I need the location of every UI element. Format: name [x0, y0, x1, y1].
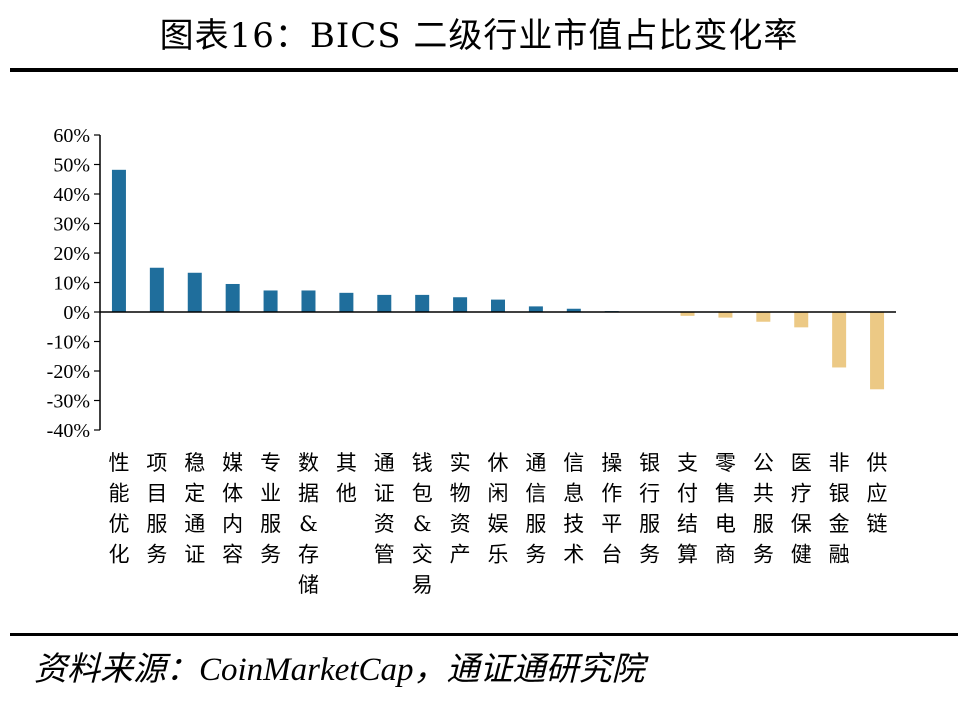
bar	[377, 294, 392, 312]
bar	[832, 312, 847, 368]
y-tick-label: 10%	[53, 273, 90, 295]
x-category-label: 非银金融	[829, 451, 850, 567]
y-tick-label: 0%	[63, 302, 90, 324]
top-rule	[10, 68, 958, 72]
source-note: 资料来源：CoinMarketCap，通证通研究院	[34, 644, 644, 694]
bar	[415, 294, 430, 312]
x-category-label: 操作平台	[601, 451, 622, 567]
x-category-label: 数据&存储	[298, 451, 319, 597]
y-tick-label: 50%	[53, 155, 90, 177]
y-tick-label: 60%	[53, 125, 90, 147]
y-tick-label: 20%	[53, 243, 90, 265]
bar	[187, 272, 202, 312]
x-category-label: 稳定通证	[184, 451, 205, 567]
bar	[263, 290, 278, 312]
bar	[756, 312, 771, 322]
x-category-label: 其他	[336, 451, 357, 506]
chart-title: 图表16：BICS 二级行业市值占比变化率	[159, 16, 799, 56]
x-category-label: 零售电商	[715, 451, 736, 567]
x-category-label: 支付结算	[677, 451, 698, 567]
bar	[149, 267, 164, 312]
bar	[225, 283, 240, 312]
x-category-label: 项目服务	[146, 451, 167, 567]
bars-group	[111, 169, 885, 390]
bar	[680, 312, 695, 316]
x-category-label: 通信服务	[525, 451, 546, 567]
bar	[718, 312, 733, 318]
y-tick-label: -40%	[47, 420, 90, 442]
x-category-label: 信息技术	[563, 451, 584, 567]
bar	[111, 169, 126, 312]
x-category-label: 钱包&交易	[412, 451, 433, 597]
bar	[566, 308, 581, 312]
x-category-label: 医疗保健	[791, 451, 812, 567]
bar	[528, 306, 543, 312]
bar	[491, 299, 505, 312]
x-category-label: 实物资产	[450, 451, 471, 567]
source-label: 资料来源：	[34, 649, 199, 688]
y-tick-label: -20%	[47, 361, 90, 383]
y-tick-label: 40%	[53, 184, 90, 206]
y-tick-label: -10%	[47, 332, 90, 354]
x-category-label: 性能优化	[108, 451, 129, 567]
x-category-labels: 性能优化项目服务稳定通证媒体内容专业服务数据&存储其他通证资管钱包&交易实物资产…	[108, 451, 887, 597]
y-tick-label: 30%	[53, 214, 90, 236]
bar	[339, 292, 354, 312]
x-category-label: 媒体内容	[222, 451, 243, 567]
bottom-rule	[10, 633, 958, 636]
x-category-label: 公共服务	[753, 451, 774, 567]
axes-group	[94, 134, 896, 431]
bar	[301, 290, 316, 312]
x-category-label: 供应链	[867, 451, 888, 536]
bar	[870, 312, 885, 390]
bar	[453, 297, 468, 312]
x-category-label: 银行服务	[639, 451, 660, 567]
x-category-label: 专业服务	[260, 451, 281, 567]
bar	[794, 312, 809, 328]
x-category-label: 通证资管	[374, 451, 395, 567]
x-category-label: 休闲娱乐	[488, 451, 509, 567]
y-tick-label: -30%	[47, 391, 90, 413]
y-tick-labels: 60% 50% 40% 30% 20% 10% 0% -10% -20% -30% -40%	[47, 125, 90, 442]
source-text: CoinMarketCap，通证通研究院	[199, 652, 645, 688]
